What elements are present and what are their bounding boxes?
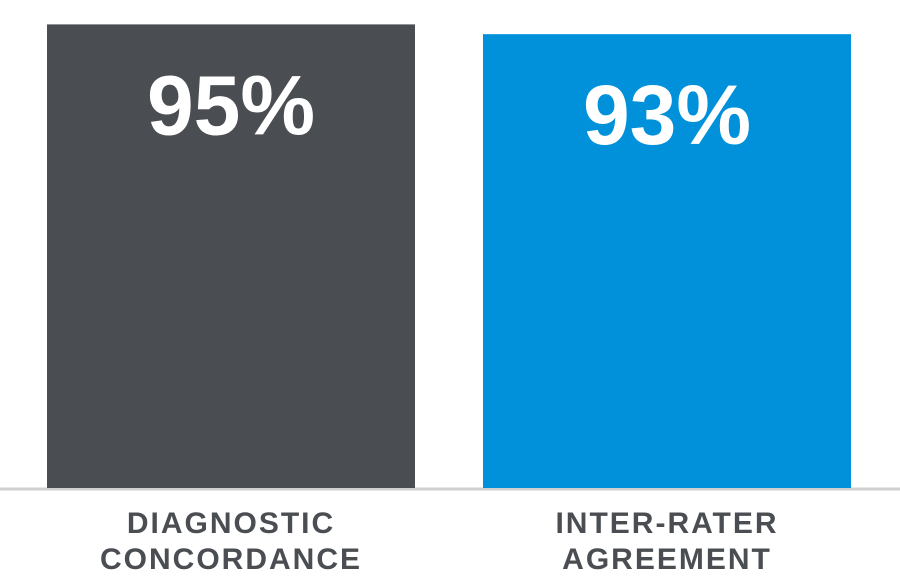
value-label: 93%	[583, 68, 751, 162]
bar	[483, 34, 851, 488]
x-tick-label: DIAGNOSTIC CONCORDANCE	[100, 507, 362, 576]
plot: 95% 93%	[0, 24, 900, 491]
x-tick-label: INTER-RATER AGREEMENT	[555, 507, 779, 576]
bar	[47, 24, 415, 489]
value-label: 95%	[147, 58, 315, 152]
